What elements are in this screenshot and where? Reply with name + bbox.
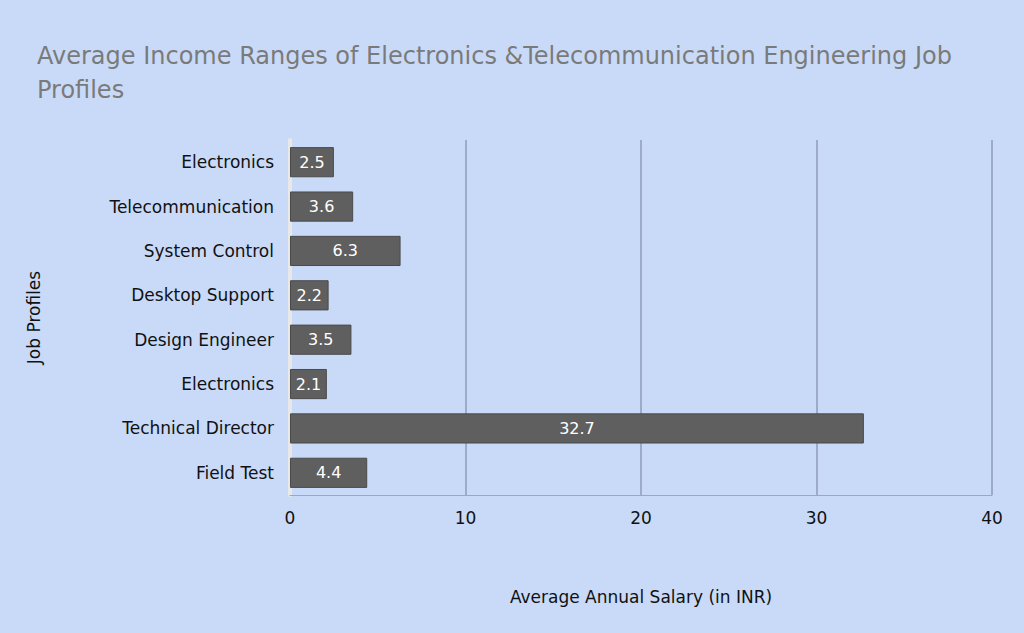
svg-text:Telecommunication: Telecommunication — [108, 197, 274, 217]
svg-text:Job Profiles: Job Profiles — [24, 271, 44, 365]
svg-text:2.2: 2.2 — [297, 286, 322, 305]
svg-text:3.5: 3.5 — [308, 330, 333, 349]
svg-text:Technical Director: Technical Director — [121, 418, 274, 438]
svg-text:0: 0 — [285, 508, 296, 528]
svg-text:10: 10 — [455, 508, 477, 528]
svg-text:4.4: 4.4 — [316, 463, 341, 482]
svg-text:2.1: 2.1 — [296, 375, 321, 394]
svg-text:6.3: 6.3 — [333, 241, 358, 260]
svg-text:Electronics: Electronics — [181, 374, 274, 394]
svg-text:System Control: System Control — [144, 241, 274, 261]
svg-text:Field Test: Field Test — [196, 463, 274, 483]
svg-text:Electronics: Electronics — [181, 152, 274, 172]
svg-text:30: 30 — [806, 508, 828, 528]
svg-text:2.5: 2.5 — [299, 153, 324, 172]
svg-text:40: 40 — [981, 508, 1003, 528]
svg-text:Desktop Support: Desktop Support — [131, 285, 274, 305]
svg-text:3.6: 3.6 — [309, 197, 334, 216]
svg-text:Average Annual Salary (in INR): Average Annual Salary (in INR) — [510, 587, 772, 607]
svg-text:32.7: 32.7 — [559, 419, 595, 438]
svg-text:Profiles: Profiles — [37, 76, 124, 104]
svg-text:Average Income Ranges of Elect: Average Income Ranges of Electronics &Te… — [37, 42, 960, 70]
svg-text:Design Engineer: Design Engineer — [134, 330, 274, 350]
svg-text:20: 20 — [630, 508, 652, 528]
